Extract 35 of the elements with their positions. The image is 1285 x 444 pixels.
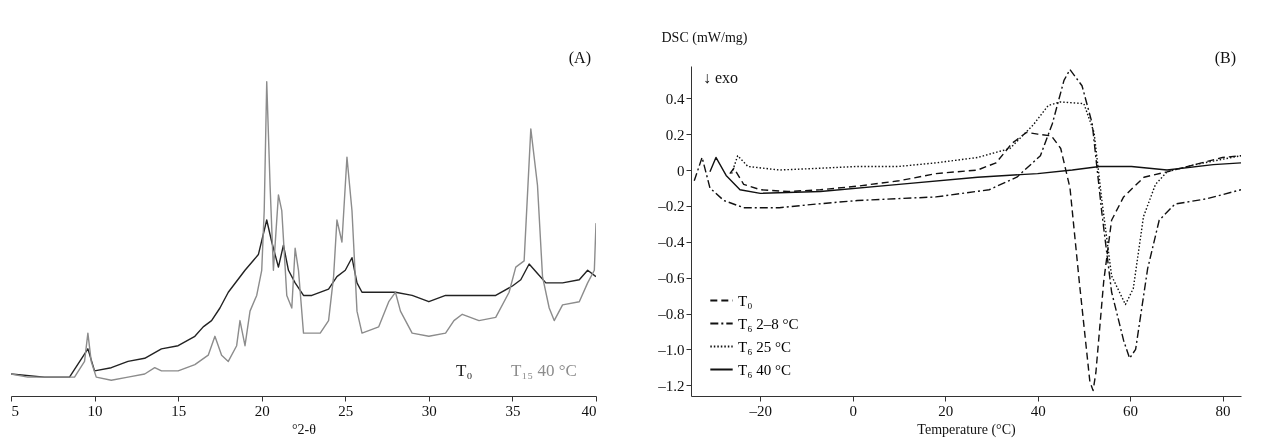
x-tick-label: 30 [421,402,437,419]
x-tick-label: 20 [938,402,954,419]
text: T₀ [456,361,473,380]
x-tick-label: 35 [505,402,521,419]
y-tick-label: 0.2 [665,126,685,143]
legend-label: T₆ 2–8 °C [738,315,799,332]
y-tick-label: –0.6 [657,270,685,287]
y-tick-label: 0.4 [665,90,685,107]
y-axis-title: DSC (mW/mg) [661,29,748,46]
text: T₁₅ 40 °C [511,361,577,380]
x-tick-label: 20 [254,402,270,419]
x-axis-title: Temperature (°C) [917,421,1016,438]
y-tick-label: –1.2 [657,377,685,394]
x-tick-label: 25 [338,402,354,419]
x-tick-label: 15 [171,402,187,419]
y-tick-label: –0.4 [657,234,685,251]
annotation: ↓ exo [703,69,739,86]
y-tick-label: –0.8 [657,306,685,322]
x-tick-label: 5 [11,402,19,419]
x-tick-label: –20 [748,402,773,419]
y-tick-label: 0 [677,162,685,179]
x-tick-label: 60 [1123,402,1139,419]
text: (A) [568,49,591,67]
x-axis-title: °2-θ [292,421,317,437]
x-tick-label: 10 [87,402,103,419]
legend-label: T₆ 40 °C [738,361,791,378]
x-tick-label: 80 [1215,402,1231,419]
x-tick-label: 40 [581,402,597,419]
x-tick-label: 0 [849,402,858,419]
legend-label: T₀ [738,292,753,309]
legend-label: T₆ 25 °C [738,338,791,355]
text: (B) [1214,49,1236,67]
y-tick-label: –1.0 [657,341,685,358]
x-tick-label: 40 [1030,402,1046,419]
y-tick-label: –0.2 [657,198,685,215]
